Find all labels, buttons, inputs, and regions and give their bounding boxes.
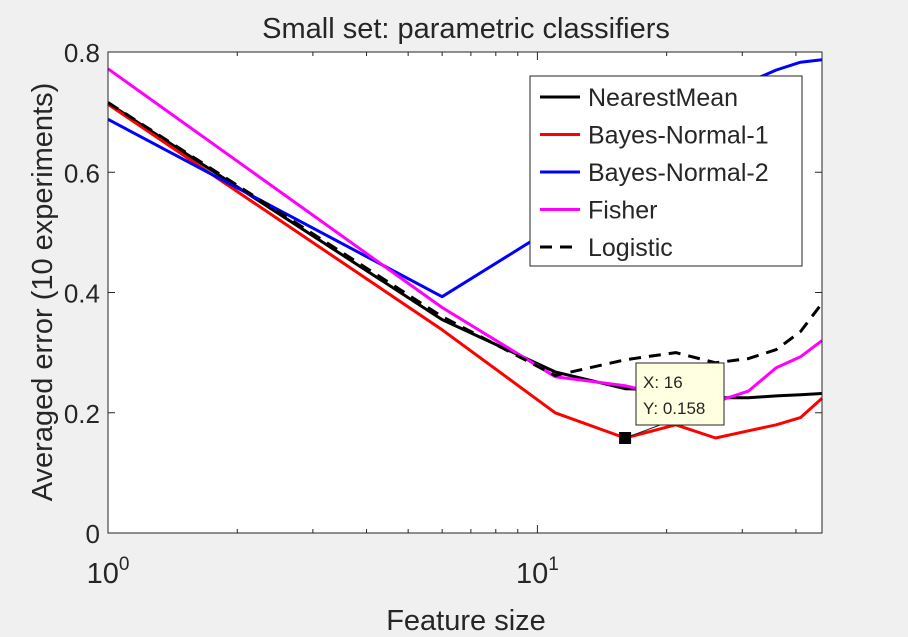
datatip-x-text: X: 16 <box>643 373 683 392</box>
series-line-bayes-normal-1 <box>107 103 824 440</box>
y-tick-label: 0.6 <box>64 158 100 188</box>
datatip-y-text: Y: 0.158 <box>643 399 705 418</box>
y-tick-label: 0 <box>86 519 100 549</box>
y-tick-label: 0.8 <box>64 38 100 68</box>
x-tick-label: 101 <box>516 554 559 590</box>
datatip[interactable]: X: 16 Y: 0.158 <box>619 362 725 444</box>
legend-label-fisher: Fisher <box>588 197 657 225</box>
chart-title: Small set: parametric classifiers <box>262 13 670 45</box>
legend-label-nearestmean: NearestMean <box>588 84 738 112</box>
y-axis-label: Averaged error (10 experiments) <box>27 83 59 502</box>
legend: NearestMean Bayes-Normal-1 Bayes-Normal-2 F… <box>529 75 803 267</box>
legend-label-logistic: Logistic <box>588 234 673 262</box>
y-tick-label: 0.4 <box>64 279 100 309</box>
x-tick-label: 100 <box>87 554 130 590</box>
legend-label-bayes-normal-2: Bayes-Normal-2 <box>588 159 769 187</box>
series-line-logistic <box>107 101 824 377</box>
datatip-marker[interactable] <box>619 432 632 444</box>
legend-label-bayes-normal-1: Bayes-Normal-1 <box>588 122 769 150</box>
x-axis-label: Feature size <box>386 605 546 637</box>
datatip-box <box>635 362 725 426</box>
tick-layer: 0 0.2 0.4 0.6 0.8 100 101 <box>64 38 822 590</box>
y-tick-label: 0.2 <box>64 399 100 429</box>
